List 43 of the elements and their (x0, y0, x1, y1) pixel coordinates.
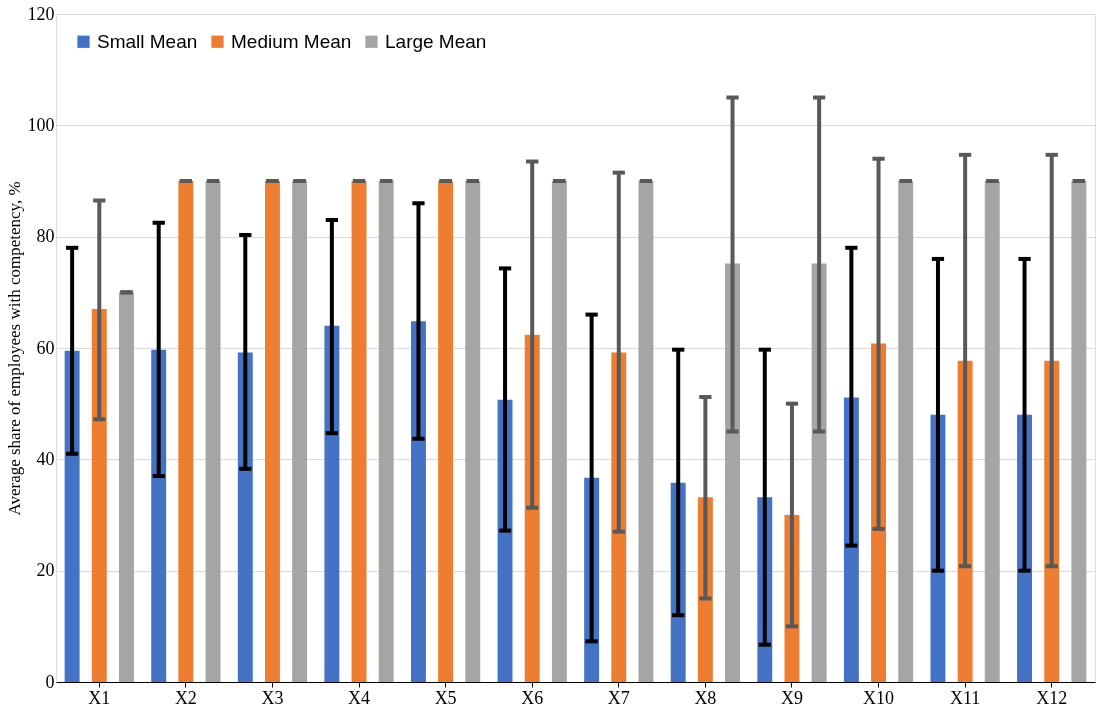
bar (638, 181, 654, 682)
bar (151, 349, 167, 682)
x-tick-label: X9 (780, 687, 803, 708)
bar (465, 181, 481, 682)
bar (410, 321, 426, 682)
y-tick-label: 20 (36, 560, 55, 581)
bar (64, 350, 80, 682)
bar (438, 181, 454, 682)
bar (351, 181, 367, 682)
bar (1071, 181, 1087, 682)
legend-label: Small Mean (97, 30, 198, 52)
y-axis-title: Average share of employees with competency, % (4, 181, 24, 516)
bar (898, 181, 914, 682)
x-tick-label: X7 (607, 687, 630, 708)
x-tick-label: X10 (863, 687, 895, 708)
y-tick-label: 60 (36, 337, 55, 358)
bar (551, 181, 567, 682)
legend-label: Large Mean (385, 30, 487, 52)
bar (205, 181, 221, 682)
legend-label: Medium Mean (231, 30, 352, 52)
x-tick-label: X6 (521, 687, 544, 708)
x-tick-label: X1 (88, 687, 111, 708)
y-tick-label: 100 (27, 114, 55, 135)
bar (984, 181, 1000, 682)
y-tick-label: 80 (36, 226, 55, 247)
bar (91, 309, 107, 682)
bar (324, 325, 340, 682)
x-tick-label: X8 (694, 687, 717, 708)
bar (264, 181, 280, 682)
x-tick-label: X2 (174, 687, 197, 708)
bar (178, 181, 194, 682)
y-tick-label: 0 (45, 671, 55, 692)
x-tick-label: X3 (261, 687, 284, 708)
bar (378, 181, 394, 682)
x-tick-label: X11 (949, 687, 981, 708)
x-tick-label: X12 (1036, 687, 1068, 708)
bar (118, 292, 134, 682)
y-tick-label: 40 (36, 448, 55, 469)
y-tick-label: 120 (27, 3, 55, 24)
bar (292, 181, 308, 682)
x-tick-label: X5 (434, 687, 457, 708)
x-tick-label: X4 (348, 687, 371, 708)
bar (237, 352, 253, 682)
